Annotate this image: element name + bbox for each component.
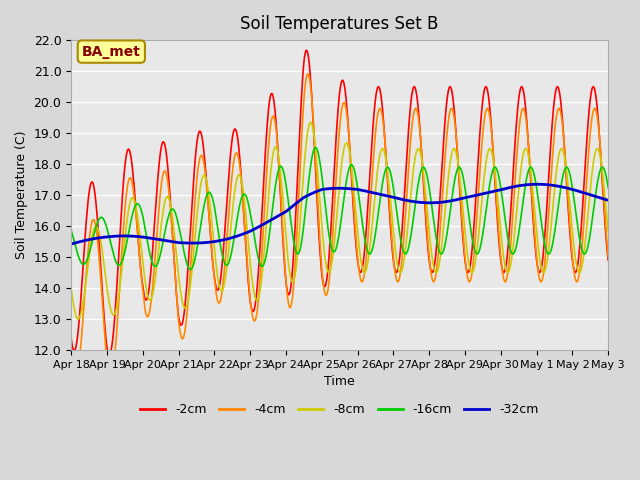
-2cm [406,106,414,111]
Legend: -2cm, -4cm, -8cm, -16cm, -32cm: -2cm, -4cm, -8cm, -16cm, -32cm [136,398,544,421]
-32cm [187,240,195,246]
-8cm [422,194,430,200]
Y-axis label: Soil Temperature (C): Soil Temperature (C) [15,131,28,259]
Title: Soil Temperatures Set B: Soil Temperatures Set B [241,15,439,33]
-32cm [67,241,75,247]
Line: -8cm: -8cm [71,122,608,319]
-16cm [422,168,430,174]
-2cm [303,48,310,53]
-2cm [216,281,223,287]
-8cm [133,209,141,215]
-4cm [304,71,312,77]
-32cm [132,234,140,240]
Text: BA_met: BA_met [82,45,141,59]
-4cm [604,254,612,260]
-16cm [188,266,195,272]
-32cm [604,197,612,203]
-32cm [533,181,541,187]
-8cm [406,197,414,203]
-4cm [77,342,84,348]
-8cm [307,120,315,125]
-8cm [74,316,82,322]
-2cm [188,210,195,216]
-16cm [67,228,75,233]
-32cm [215,238,223,244]
-4cm [422,212,430,217]
-4cm [133,222,141,228]
Line: -16cm: -16cm [71,147,608,269]
-16cm [216,239,223,244]
-16cm [187,266,195,272]
-16cm [312,144,319,150]
-4cm [406,142,414,148]
-32cm [420,200,428,205]
-2cm [422,219,430,225]
-8cm [78,308,86,313]
-16cm [604,185,612,191]
Line: -32cm: -32cm [71,184,608,244]
-16cm [406,237,414,242]
Line: -4cm: -4cm [71,74,608,376]
-4cm [67,349,75,355]
-2cm [67,336,75,341]
-2cm [77,296,84,302]
-32cm [405,198,413,204]
Line: -2cm: -2cm [71,50,608,355]
-16cm [77,259,84,265]
X-axis label: Time: Time [324,375,355,388]
-8cm [216,285,223,291]
-8cm [188,273,195,279]
-16cm [132,202,140,207]
-4cm [188,252,195,258]
-32cm [77,239,84,244]
-2cm [106,352,113,358]
-8cm [67,286,75,291]
-4cm [107,373,115,379]
-2cm [604,257,612,263]
-8cm [604,229,612,235]
-2cm [133,219,141,225]
-4cm [216,300,223,305]
